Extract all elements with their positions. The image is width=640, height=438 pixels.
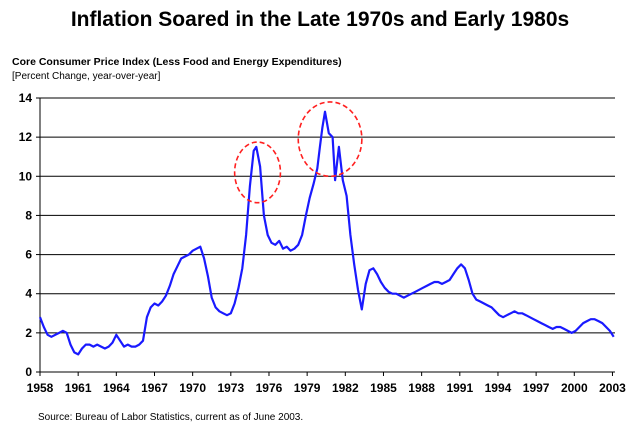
chart-units-label: [Percent Change, year-over-year] — [12, 71, 161, 82]
x-tick-label: 1964 — [103, 381, 130, 395]
x-tick-label: 1991 — [446, 381, 473, 395]
y-tick-label: 14 — [19, 91, 33, 105]
y-tick-label: 4 — [25, 287, 32, 301]
x-tick-label: 2003 — [599, 381, 626, 395]
x-tick-label: 1997 — [523, 381, 550, 395]
chart-subtitle: Core Consumer Price Index (Less Food and… — [12, 56, 342, 68]
x-tick-label: 2000 — [561, 381, 588, 395]
x-tick-label: 1973 — [217, 381, 244, 395]
x-tick-label: 1970 — [179, 381, 206, 395]
x-axis-ticks: 1958 1961 1964 1967 1970 1973 1976 1979 1982 1985… — [27, 372, 626, 395]
x-tick-label: 1961 — [65, 381, 92, 395]
x-tick-label: 1988 — [408, 381, 435, 395]
x-tick-label: 1994 — [485, 381, 512, 395]
y-axis-ticks: 0 2 4 6 8 10 12 14 — [19, 91, 40, 379]
highlight-ellipse-1 — [233, 141, 282, 204]
chart-title: Inflation Soared in the Late 1970s and E… — [70, 8, 570, 31]
x-tick-label: 1979 — [294, 381, 321, 395]
x-tick-label: 1976 — [256, 381, 283, 395]
y-tick-label: 2 — [25, 326, 32, 340]
y-tick-label: 0 — [25, 365, 32, 379]
grid-lines — [40, 97, 615, 334]
chart-source: Source: Bureau of Labor Statistics, curr… — [38, 412, 304, 423]
annotation-group — [233, 101, 363, 204]
y-tick-label: 8 — [25, 208, 32, 222]
x-tick-label: 1982 — [332, 381, 359, 395]
y-tick-label: 10 — [19, 169, 33, 183]
series-line-0 — [38, 110, 615, 356]
x-tick-label: 1985 — [370, 381, 397, 395]
x-tick-label: 1967 — [141, 381, 168, 395]
x-tick-label: 1958 — [27, 381, 54, 395]
highlight-ellipse-2 — [297, 101, 363, 178]
y-tick-label: 6 — [25, 248, 32, 262]
axes — [39, 98, 615, 373]
series-group — [38, 110, 615, 356]
y-tick-label: 12 — [19, 130, 33, 144]
